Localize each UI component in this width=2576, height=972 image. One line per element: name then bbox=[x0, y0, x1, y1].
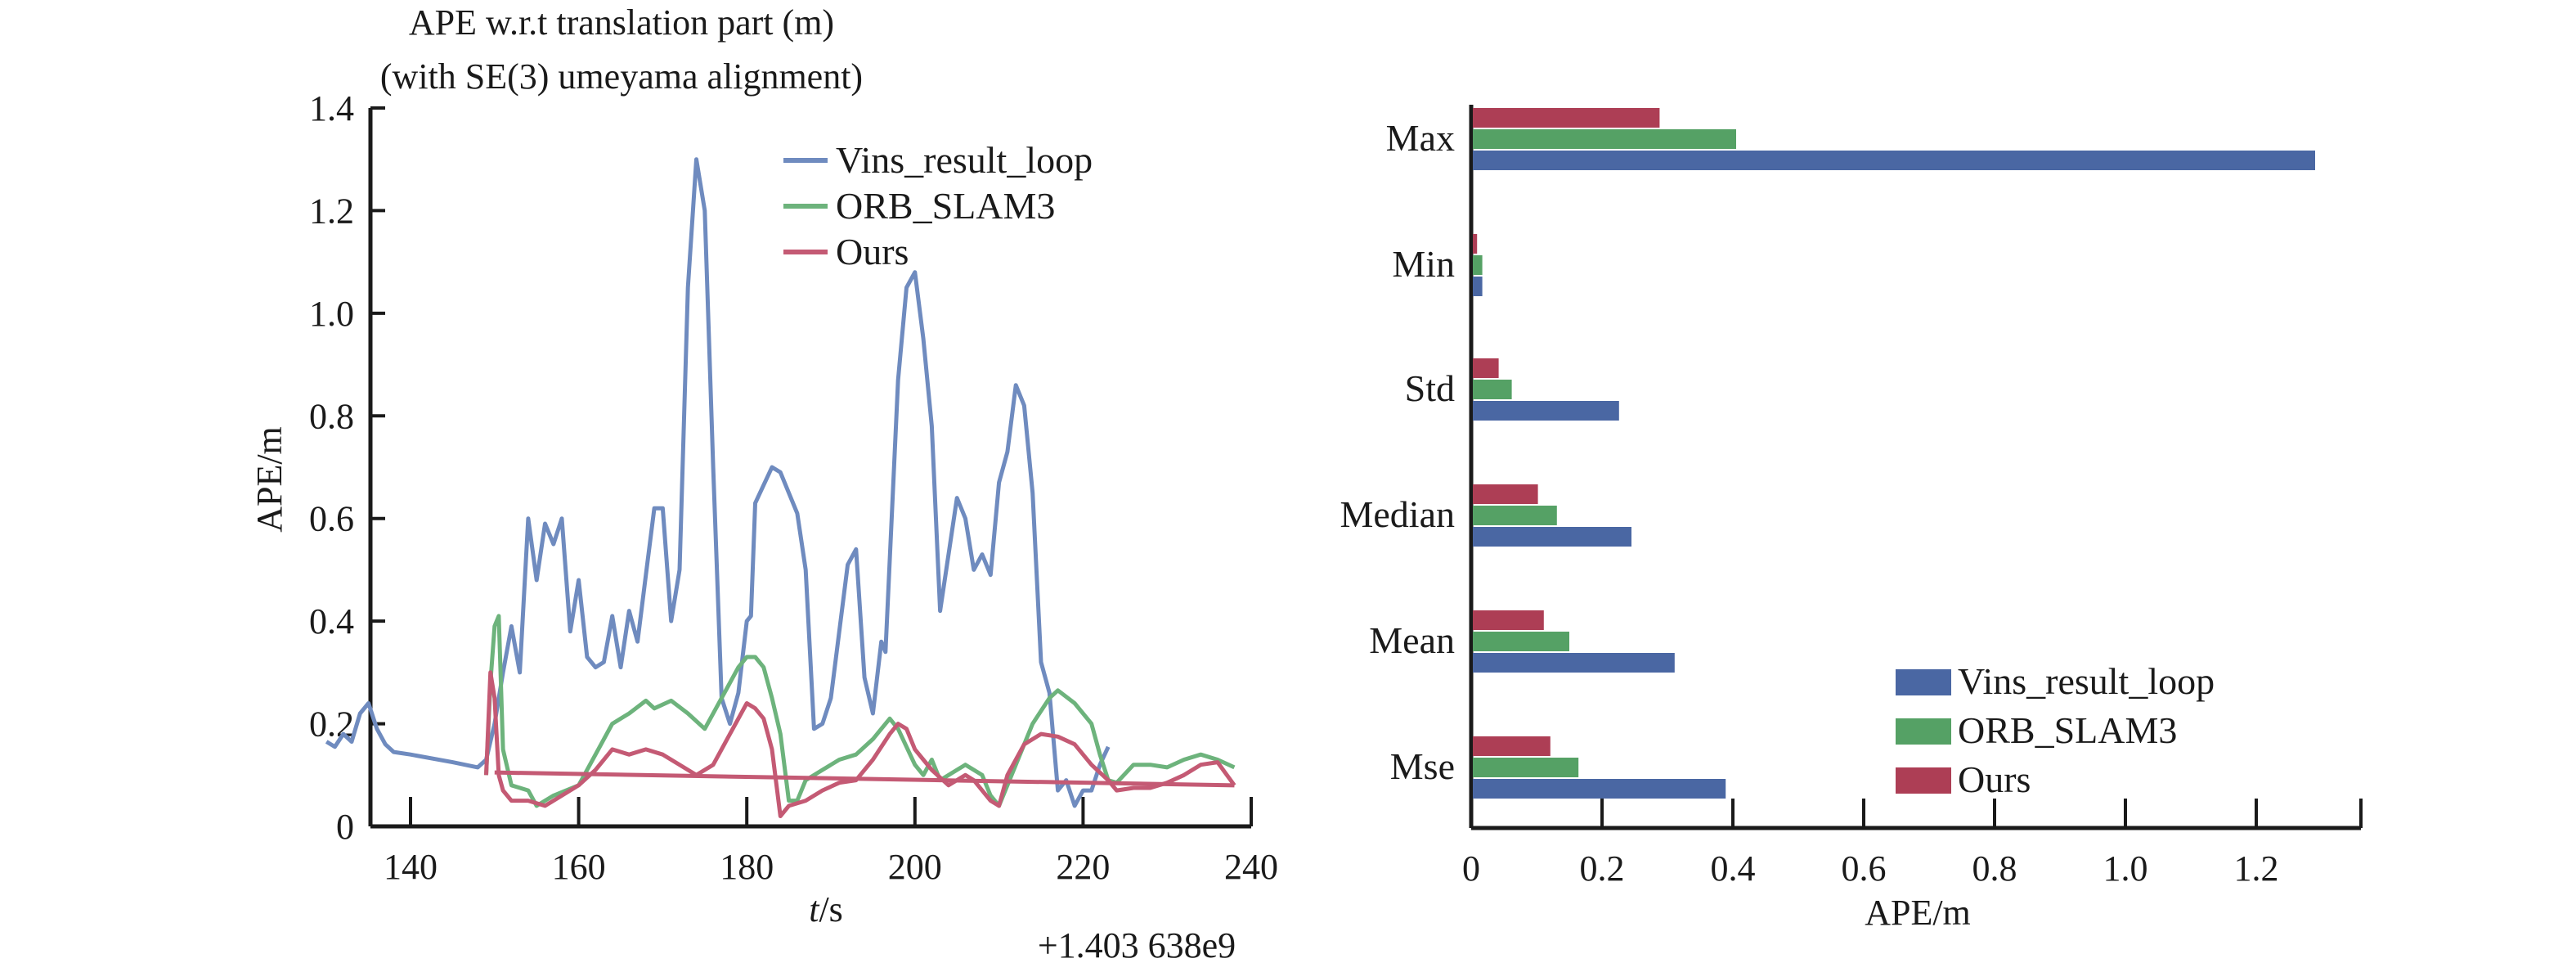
bar-min-ORB_SLAM3 bbox=[1473, 255, 1483, 275]
x-tick-label: 160 bbox=[552, 847, 606, 887]
x-label-unit: /s bbox=[819, 889, 842, 929]
bar-x-tick-label: 1.0 bbox=[2103, 848, 2148, 889]
legend-label: Vins_result_loop bbox=[836, 139, 1093, 181]
y-tick-label: 0.8 bbox=[309, 396, 354, 436]
x-tick-label: 220 bbox=[1056, 847, 1110, 887]
y-tick-label: 1.2 bbox=[309, 191, 354, 231]
line-y-axis-label: APE/m bbox=[249, 426, 289, 533]
bar-mean-Vins_result_loop bbox=[1473, 653, 1675, 673]
bar-category-label: Mean bbox=[1369, 619, 1455, 661]
x-offset-label: +1.403 638e9 bbox=[1038, 925, 1236, 965]
bar-x-tick-label: 0.2 bbox=[1580, 848, 1625, 889]
bar-min-Ours bbox=[1473, 234, 1478, 254]
y-tick-label: 1.4 bbox=[309, 88, 354, 128]
series-line-ORB_SLAM3 bbox=[484, 614, 1236, 808]
bar-category-label: Min bbox=[1392, 243, 1455, 285]
bar-std-Vins_result_loop bbox=[1473, 401, 1619, 421]
bar-x-tick-label: 0.8 bbox=[1972, 848, 2017, 889]
bar-chart: 0 0.2 0.4 0.6 0.8 1.0 1.2 Max Min Std Median Mean Ms… bbox=[1340, 105, 2363, 933]
y-tick-label: 1.0 bbox=[309, 294, 354, 334]
bar-group bbox=[1473, 108, 2315, 799]
x-tick-label: 180 bbox=[720, 847, 774, 887]
line-x-axis-label: t/s bbox=[809, 889, 843, 929]
line-chart-subtitle: (with SE(3) umeyama alignment) bbox=[380, 56, 863, 97]
bar-legend-label: Ours bbox=[1958, 758, 2031, 800]
bar-mse-ORB_SLAM3 bbox=[1473, 758, 1579, 777]
bar-axes: 0 0.2 0.4 0.6 0.8 1.0 1.2 Max Min Std Median Mean Ms… bbox=[1340, 105, 2363, 889]
x-label-italic: t bbox=[809, 889, 820, 929]
bar-legend-label: Vins_result_loop bbox=[1958, 660, 2215, 702]
bar-mse-Vins_result_loop bbox=[1473, 779, 1726, 799]
x-tick-label: 140 bbox=[384, 847, 438, 887]
bar-category-label: Std bbox=[1405, 367, 1455, 409]
bar-median-Ours bbox=[1473, 484, 1538, 504]
bar-min-Vins_result_loop bbox=[1473, 277, 1483, 296]
x-tick-label: 200 bbox=[888, 847, 942, 887]
y-tick-label: 0.4 bbox=[309, 601, 354, 641]
legend-label: Ours bbox=[836, 231, 909, 272]
bar-legend-swatch bbox=[1896, 718, 1951, 745]
y-tick-label: 0 bbox=[336, 807, 354, 847]
series-line-Vins_result_loop bbox=[325, 157, 1111, 808]
line-series-group bbox=[325, 157, 1236, 818]
y-tick-label: 0.6 bbox=[309, 499, 354, 539]
bar-max-Vins_result_loop bbox=[1473, 151, 2315, 170]
bar-legend-swatch bbox=[1896, 767, 1951, 794]
bar-category-label: Max bbox=[1386, 117, 1455, 159]
bar-x-axis-label: APE/m bbox=[1865, 893, 1971, 933]
bar-median-ORB_SLAM3 bbox=[1473, 506, 1557, 525]
bar-x-tick-label: 0.4 bbox=[1711, 848, 1756, 889]
bar-category-label: Mse bbox=[1390, 745, 1455, 787]
line-chart: APE w.r.t translation part (m) (with SE(… bbox=[249, 2, 1278, 965]
bar-x-tick-label: 1.2 bbox=[2234, 848, 2279, 889]
bar-x-tick-label: 0 bbox=[1462, 848, 1480, 889]
legend-label: ORB_SLAM3 bbox=[836, 185, 1055, 227]
bar-legend-swatch bbox=[1896, 669, 1951, 695]
bar-std-Ours bbox=[1473, 358, 1499, 378]
bar-legend-label: ORB_SLAM3 bbox=[1958, 709, 2177, 751]
series-line-Ours bbox=[484, 670, 1236, 818]
bar-legend: Vins_result_loop ORB_SLAM3 Ours bbox=[1896, 660, 2215, 800]
bar-mse-Ours bbox=[1473, 736, 1551, 756]
bar-mean-ORB_SLAM3 bbox=[1473, 632, 1569, 651]
bar-category-label: Median bbox=[1340, 493, 1455, 535]
bar-median-Vins_result_loop bbox=[1473, 527, 1631, 547]
bar-max-Ours bbox=[1473, 108, 1660, 128]
bar-max-ORB_SLAM3 bbox=[1473, 129, 1736, 149]
bar-x-tick-label: 0.6 bbox=[1842, 848, 1887, 889]
x-tick-label: 240 bbox=[1224, 847, 1278, 887]
bar-std-ORB_SLAM3 bbox=[1473, 380, 1512, 399]
bar-mean-Ours bbox=[1473, 610, 1544, 630]
line-chart-title: APE w.r.t translation part (m) bbox=[409, 2, 834, 43]
